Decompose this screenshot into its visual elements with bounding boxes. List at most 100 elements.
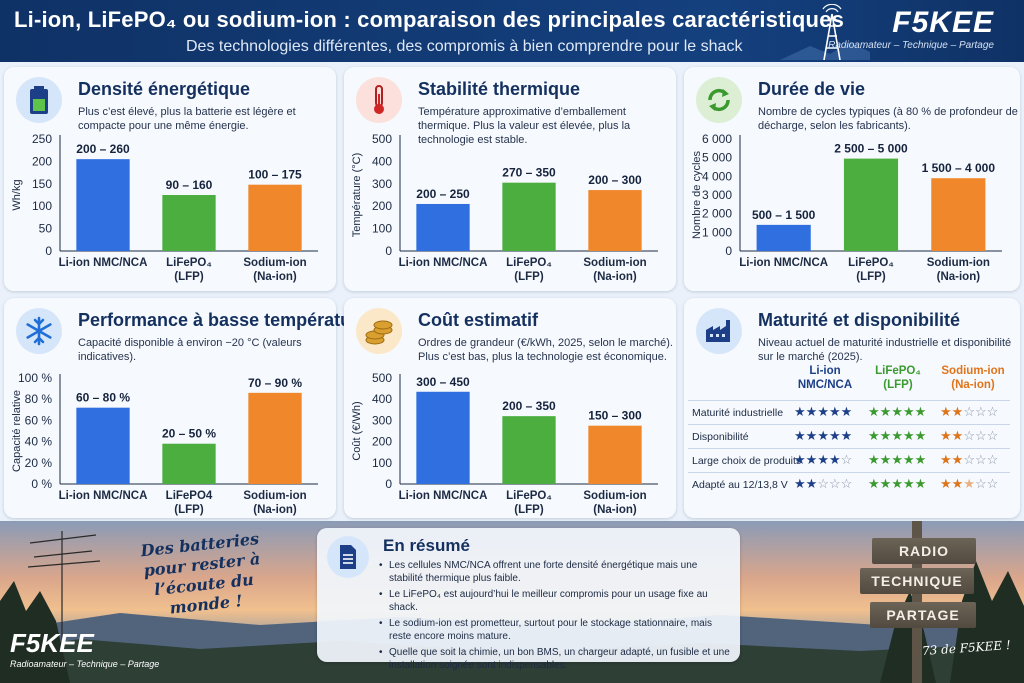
star-icon: ☆ [963,452,975,467]
bottom-brand-name: F5KEE [10,628,94,658]
data-label: 200 – 300 [588,173,642,187]
header-banner: Li-ion, LiFePO₄ ou sodium-ion : comparai… [0,0,1024,62]
maturity-row-label: Adapté au 12/13,8 V [692,479,788,491]
category-label: Li-ion NMC/NCA [59,257,148,269]
star-rating: ★★☆☆☆ [794,476,852,492]
data-label: 200 – 250 [416,187,470,201]
thermal-card: Stabilité thermique Température approxim… [344,67,676,291]
y-tick-label: 0 [385,477,392,491]
y-tick-label: 80 % [25,392,53,406]
y-tick-label: 300 [372,413,392,427]
cycles-title: Durée de vie [758,79,866,99]
maturity-card: Maturité et disponibilité Niveau actuel … [684,298,1020,518]
signpost-partage: PARTAGE [870,602,976,628]
battery-icon [16,77,62,123]
star-icon: ☆ [828,476,841,491]
category-label: Sodium-ion [927,257,990,269]
star-icon: ★ [805,404,818,419]
star-icon: ★ [914,476,927,491]
y-tick-label: 150 [32,177,52,191]
star-icon: ☆ [963,428,975,443]
y-tick-label: 2 000 [702,207,732,221]
star-icon: ☆ [986,452,999,467]
category-label: Sodium-ion [243,257,306,269]
star-icon: ★ [940,404,952,419]
category-label: LiFePO₄ [166,257,212,269]
document-icon [327,536,369,578]
bar [502,416,556,484]
y-tick-label: 40 % [25,435,53,449]
summary-item: Les cellules NMC/NCA offrent une forte d… [377,560,733,585]
y-tick-label: 0 [725,244,732,258]
y-tick-label: 200 [372,435,392,449]
category-label: (LFP) [514,504,544,516]
star-rating: ★★☆☆☆ [940,428,998,444]
star-icon: ★ [817,404,829,419]
star-icon: ★ [951,476,964,491]
star-icon: ★ [840,404,853,419]
star-rating: ★★☆☆☆ [940,404,998,420]
radio-tower-icon [780,4,870,60]
bar [162,443,216,484]
data-label: 70 – 90 % [248,376,302,390]
star-icon: ☆ [974,428,987,443]
maturity-row-label: Disponibilité [692,431,749,443]
thermal-title: Stabilité thermique [418,79,581,99]
density-card: Densité énergétique Plus c’est élevé, pl… [4,67,336,291]
y-tick-label: 100 [372,222,392,236]
y-axis-label: Capacité relative [11,390,23,472]
category-label: (Na-ion) [937,271,981,283]
bottom-logo: F5KEE Radioamateur – Technique – Partage [10,628,159,669]
y-axis-label: Wh/kg [11,179,23,210]
y-tick-label: 50 [39,222,53,236]
density-title: Densité énergétique [78,79,251,99]
star-icon: ★ [891,404,903,419]
data-label: 20 – 50 % [162,427,216,441]
star-icon: ★ [879,404,892,419]
star-icon: ★ [902,428,915,443]
category-label: (Na-ion) [593,504,637,516]
y-tick-label: 5 000 [702,151,732,165]
star-icon: ★ [828,452,841,467]
y-tick-label: 200 [32,154,52,168]
brand-name: F5KEE [892,6,994,39]
star-icon: ★ [794,452,806,467]
cold-desc: Capacité disponible à environ −20 °C (va… [78,337,302,363]
category-label: (Na-ion) [593,271,637,283]
y-tick-label: 400 [372,154,392,168]
signpost-technique: TECHNIQUE [860,568,974,594]
star-icon: ★ [951,452,964,467]
bar [843,158,899,251]
star-icon: ★ [902,452,915,467]
star-icon: ★ [868,452,880,467]
star-icon: ☆ [963,404,975,419]
star-rating: ★★☆☆☆ [940,452,998,468]
y-tick-label: 4 000 [702,169,732,183]
y-tick-label: 100 [32,199,52,213]
star-rating: ★★★★★ [868,404,926,420]
star-icon: ☆ [840,452,853,467]
maturity-row: Large choix de produits ★★★★☆ ★★★★★ ★★☆☆☆ [688,448,1010,472]
y-axis-label: Température (°C) [351,153,363,237]
star-icon: ★ [940,428,952,443]
maturity-col-naion: Sodium-ion (Na-ion) [941,365,1005,391]
y-tick-label: 500 [372,132,392,146]
star-rating: ★★★☆☆ [940,476,998,492]
star-icon: ★ [914,452,927,467]
bar [588,190,642,251]
star-icon: ★ [940,476,952,491]
star-icon: ☆ [986,404,999,419]
density-chart: 0 50 100 150 200 250 Wh/kg 200 – 260 Li-ion NMC/… [11,132,318,283]
star-icon: ☆ [986,476,999,491]
star-icon: ★ [879,476,892,491]
star-icon: ☆ [974,476,987,491]
cost-desc: Ordres de grandeur (€/kWh, 2025, selon l… [418,337,673,363]
bar [248,392,302,484]
star-icon: ★ [828,428,841,443]
y-tick-label: 1 000 [702,225,732,239]
star-icon: ★ [868,404,880,419]
category-label: Sodium-ion [583,490,646,502]
star-icon: ★ [817,452,829,467]
data-label: 100 – 175 [248,168,302,182]
data-label: 2 500 – 5 000 [834,142,908,156]
